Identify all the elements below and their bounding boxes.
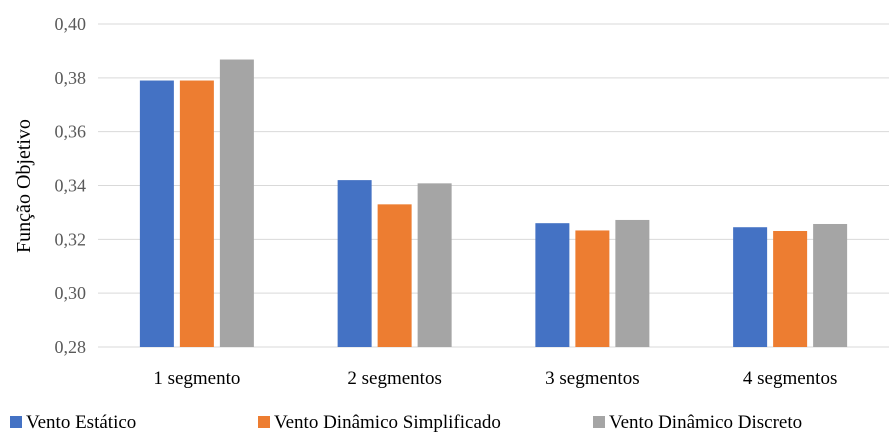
- y-axis-ticks: 0,28 0,30 0,32 0,34 0,36 0,38 0,40: [55, 14, 87, 357]
- legend-swatch-3: [593, 416, 605, 428]
- y-tick-label: 0,28: [55, 337, 87, 357]
- y-tick-label: 0,36: [55, 122, 87, 142]
- gridlines: [98, 23, 889, 348]
- y-axis-title: Função Objetivo: [13, 119, 35, 253]
- bar-1-3: [535, 223, 570, 347]
- legend-swatch-1: [10, 416, 22, 428]
- bar-2-4: [773, 230, 808, 347]
- bar-2-3: [575, 230, 610, 347]
- x-axis-categories: 1 segmento 2 segmentos 3 segmentos 4 segmen…: [153, 368, 837, 389]
- bar-3-2: [417, 183, 452, 347]
- legend: Vento Estático Vento Dinâmico Simplificad…: [10, 412, 802, 433]
- legend-swatch-2: [258, 416, 270, 428]
- y-tick-label: 0,32: [55, 229, 87, 249]
- legend-label: Vento Estático: [26, 412, 136, 433]
- bars: [139, 59, 848, 348]
- bar-3-3: [615, 219, 650, 347]
- legend-label: Vento Dinâmico Discreto: [609, 412, 802, 433]
- y-tick-label: 0,34: [55, 176, 87, 196]
- x-category-label: 4 segmentos: [743, 368, 837, 389]
- bar-2-2: [377, 204, 412, 347]
- y-tick-label: 0,30: [55, 283, 87, 303]
- legend-label: Vento Dinâmico Simplificado: [274, 412, 501, 433]
- x-category-label: 2 segmentos: [347, 368, 441, 389]
- y-tick-label: 0,40: [55, 14, 87, 34]
- bar-1-1: [139, 80, 174, 348]
- bar-1-2: [337, 180, 372, 347]
- x-category-label: 1 segmento: [153, 368, 240, 389]
- y-tick-label: 0,38: [55, 68, 87, 88]
- bar-3-4: [813, 223, 848, 347]
- bar-1-4: [733, 227, 768, 347]
- bar-3-1: [219, 59, 254, 347]
- x-category-label: 3 segmentos: [545, 368, 639, 389]
- bar-2-1: [179, 80, 214, 348]
